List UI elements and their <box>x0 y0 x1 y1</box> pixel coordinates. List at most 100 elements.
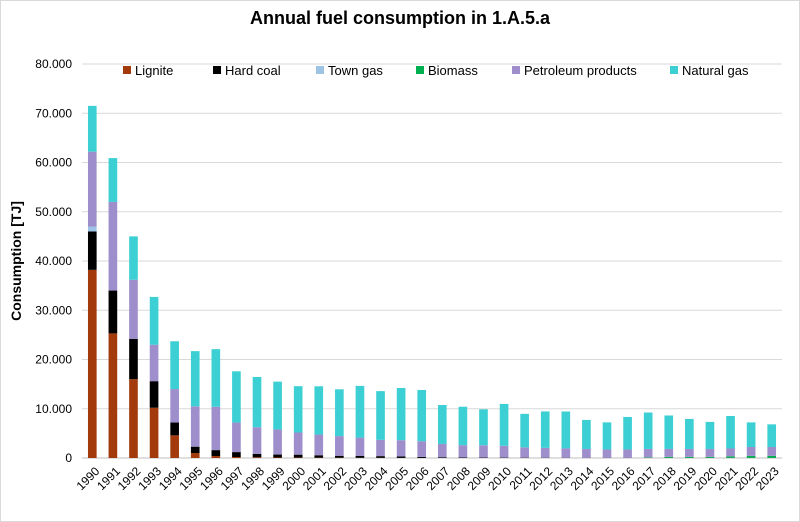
bar-segment-natural-gas <box>561 411 571 449</box>
bar-segment-hard-coal <box>149 381 159 408</box>
bar-segment-natural-gas <box>499 403 509 446</box>
bar-segment-petroleum-products <box>129 279 138 339</box>
bar-segment-petroleum-products <box>314 434 324 456</box>
bar-segment-hard-coal <box>108 290 118 334</box>
bars <box>87 105 777 458</box>
bar-segment-natural-gas <box>746 422 756 447</box>
legend: Lignite Hard coal Town gas Biomass Petroleum… <box>123 63 749 78</box>
bar-segment-natural-gas <box>540 411 550 448</box>
bar-segment-natural-gas <box>149 296 159 345</box>
bar-segment-petroleum-products <box>170 389 179 423</box>
bar-segment-lignite <box>108 333 118 458</box>
bar-segment-natural-gas <box>170 341 179 390</box>
bar-segment-petroleum-products <box>252 427 262 454</box>
y-tick-label: 10.000 <box>35 402 72 416</box>
bar-segment-petroleum-products <box>190 406 200 447</box>
bar-segment-natural-gas <box>767 424 777 447</box>
bar-segment-petroleum-products <box>149 344 159 382</box>
legend-label: Biomass <box>428 63 478 78</box>
bar-segment-petroleum-products <box>664 448 674 457</box>
bar-segment-hard-coal <box>417 456 427 458</box>
bar-segment-hard-coal <box>170 422 179 436</box>
y-tick-label: 60.000 <box>35 156 72 170</box>
legend-swatch <box>512 66 520 74</box>
bar-segment-petroleum-products <box>540 447 550 458</box>
y-tick-label: 40.000 <box>35 254 72 268</box>
legend-swatch <box>123 66 131 74</box>
bar-segment-hard-coal <box>252 453 262 458</box>
bar-segment-natural-gas <box>602 422 612 450</box>
bar-segment-petroleum-products <box>376 439 385 457</box>
bar-segment-natural-gas <box>335 389 344 437</box>
bar-segment-petroleum-products <box>211 406 221 451</box>
bar-segment-natural-gas <box>582 419 591 449</box>
bar-segment-petroleum-products <box>293 432 303 455</box>
bar-segment-petroleum-products <box>479 445 488 458</box>
bar-segment-natural-gas <box>376 391 385 440</box>
bar-segment-lignite <box>190 453 200 458</box>
legend-swatch <box>416 66 424 74</box>
bar-segment-petroleum-products <box>643 448 653 458</box>
bar-segment-natural-gas <box>108 158 118 202</box>
bar-segment-biomass <box>767 455 777 458</box>
bar-segment-petroleum-products <box>767 446 777 456</box>
bar-segment-natural-gas <box>664 415 674 449</box>
bar-segment-petroleum-products <box>232 422 241 453</box>
bar-segment-natural-gas <box>87 105 97 152</box>
bar-segment-natural-gas <box>293 386 303 433</box>
bar-segment-natural-gas <box>685 418 694 449</box>
bar-segment-lignite <box>211 456 221 458</box>
bar-segment-hard-coal <box>211 450 221 457</box>
bar-segment-petroleum-products <box>417 441 427 457</box>
legend-label: Petroleum products <box>524 63 637 78</box>
legend-swatch <box>670 66 678 74</box>
legend-label: Town gas <box>328 63 383 78</box>
bar-segment-biomass <box>746 455 756 458</box>
bar-segment-lignite <box>252 457 262 458</box>
bar-segment-natural-gas <box>396 387 406 441</box>
bar-segment-petroleum-products <box>87 151 97 227</box>
bar-segment-lignite <box>87 269 97 458</box>
bar-segment-petroleum-products <box>746 446 756 456</box>
bar-segment-natural-gas <box>190 351 200 407</box>
bar-segment-petroleum-products <box>335 436 344 456</box>
bar-segment-natural-gas <box>643 412 653 449</box>
y-axis-ticks: 0 10.000 20.000 30.000 40.000 50.000 60.000 70.… <box>35 57 72 465</box>
y-axis-label: Consumption [TJ] <box>8 201 24 321</box>
bar-segment-biomass <box>705 456 715 458</box>
bar-segment-natural-gas <box>417 389 427 442</box>
bar-segment-natural-gas <box>211 349 221 407</box>
bar-segment-natural-gas <box>623 416 632 450</box>
bar-segment-petroleum-products <box>561 448 571 458</box>
bar-segment-natural-gas <box>437 405 447 444</box>
bar-segment-natural-gas <box>458 406 468 446</box>
bar-segment-lignite <box>129 379 138 458</box>
bar-segment-petroleum-products <box>396 440 406 457</box>
bar-segment-petroleum-products <box>582 448 591 458</box>
bar-segment-natural-gas <box>705 421 715 449</box>
bar-segment-hard-coal <box>314 455 324 458</box>
bar-segment-hard-coal <box>437 457 447 458</box>
legend-label: Natural gas <box>682 63 749 78</box>
x-axis-ticks: 1990199119921993199419951996199719981999… <box>74 464 782 493</box>
bar-segment-natural-gas <box>314 386 324 435</box>
bar-segment-hard-coal <box>355 455 365 458</box>
bar-segment-natural-gas <box>232 371 241 423</box>
bar-segment-natural-gas <box>479 409 488 446</box>
bar-segment-petroleum-products <box>108 201 118 291</box>
y-tick-label: 80.000 <box>35 57 72 71</box>
bar-segment-town-gas <box>87 226 97 232</box>
bar-segment-natural-gas <box>520 413 529 448</box>
bar-segment-petroleum-products <box>685 448 694 457</box>
bar-segment-lignite <box>149 407 159 458</box>
bar-segment-hard-coal <box>376 456 385 458</box>
bar-segment-biomass <box>685 456 694 458</box>
bar-segment-natural-gas <box>252 376 262 428</box>
bar-segment-lignite <box>170 435 179 458</box>
x-tick-label: 2023 <box>753 464 782 493</box>
bar-segment-petroleum-products <box>437 443 447 458</box>
bar-segment-hard-coal <box>396 456 406 458</box>
bar-segment-petroleum-products <box>623 449 632 458</box>
bar-segment-natural-gas <box>273 381 282 430</box>
